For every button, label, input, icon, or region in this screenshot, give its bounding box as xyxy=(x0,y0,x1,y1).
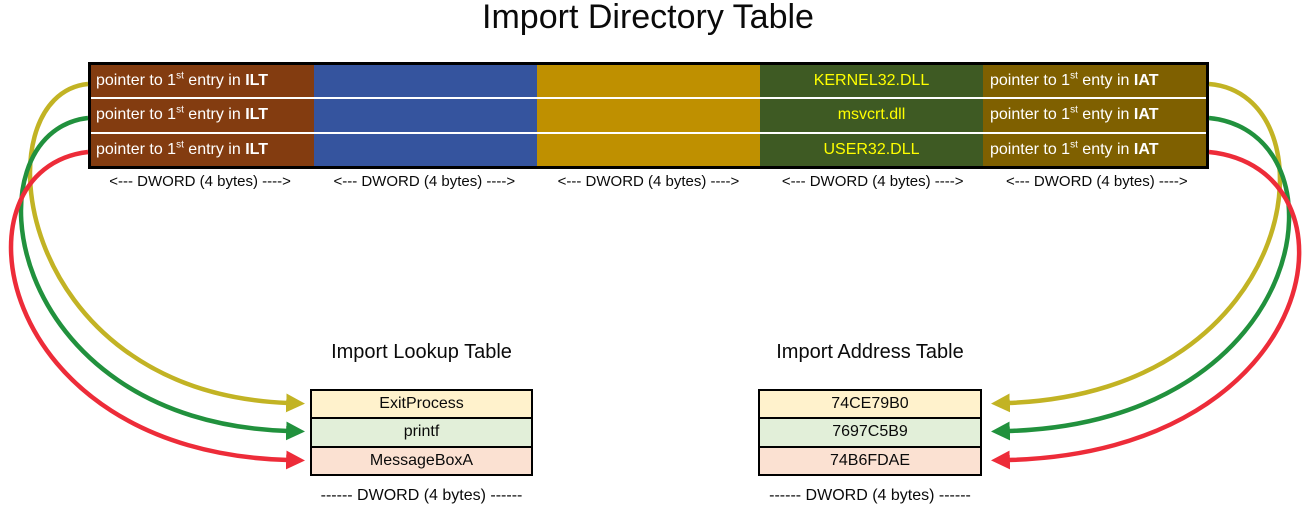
blue-field-cell xyxy=(314,65,537,98)
blue-field-cell xyxy=(314,133,537,166)
dll-name-cell: KERNEL32.DLL xyxy=(760,65,983,98)
idt-row-msvcrt: pointer to 1st entry in ILT msvcrt.dll p… xyxy=(91,97,1206,132)
iat-pointer-cell: pointer to 1st enty in IAT xyxy=(983,65,1206,98)
import-lookup-table: ExitProcess printf MessageBoxA xyxy=(310,389,533,476)
ilt-row-messageboxa: MessageBoxA xyxy=(312,445,531,474)
dword-scale-label: <--- DWORD (4 bytes) ----> xyxy=(109,173,291,190)
import-address-table: 74CE79B0 7697C5B9 74B6FDAE xyxy=(758,389,982,476)
ilt-dword-label: ------ DWORD (4 bytes) ------ xyxy=(320,487,523,504)
iat-row-1: 74CE79B0 xyxy=(760,391,980,418)
ilt-pointer-cell: pointer to 1st entry in ILT xyxy=(91,99,314,132)
ilt-title: Import Lookup Table xyxy=(331,341,512,363)
dword-scale-label: <--- DWORD (4 bytes) ----> xyxy=(333,173,516,190)
dll-name-cell: msvcrt.dll xyxy=(760,99,983,132)
dword-scale: <--- DWORD (4 bytes) ----> <--- DWORD (4… xyxy=(88,173,1209,190)
red-arrow-right-icon xyxy=(990,149,1302,470)
page-title: Import Directory Table xyxy=(482,0,814,36)
ilt-pointer-cell: pointer to 1st entry in ILT xyxy=(91,65,314,98)
iat-dword-label: ------ DWORD (4 bytes) ------ xyxy=(769,487,971,504)
iat-row-3: 74B6FDAE xyxy=(760,445,980,474)
red-arrow-left-icon xyxy=(8,149,306,470)
blue-field-cell xyxy=(314,99,537,132)
dword-scale-label: <--- DWORD (4 bytes) ----> xyxy=(1006,173,1188,190)
idt-row-kernel32: pointer to 1st entry in ILT KERNEL32.DLL… xyxy=(91,65,1206,98)
ilt-row-printf: printf xyxy=(312,417,531,446)
iat-pointer-cell: pointer to 1st enty in IAT xyxy=(983,99,1206,132)
iat-pointer-cell: pointer to 1st enty in IAT xyxy=(983,133,1206,166)
gold-field-cell xyxy=(537,133,760,166)
idt-row-user32: pointer to 1st entry in ILT USER32.DLL p… xyxy=(91,131,1206,166)
iat-title: Import Address Table xyxy=(776,341,964,363)
ilt-pointer-cell: pointer to 1st entry in ILT xyxy=(91,133,314,166)
dword-scale-label: <--- DWORD (4 bytes) ----> xyxy=(557,173,740,190)
ilt-row-exitprocess: ExitProcess xyxy=(312,391,531,418)
dword-scale-label: <--- DWORD (4 bytes) ----> xyxy=(781,173,964,190)
import-directory-table: pointer to 1st entry in ILT KERNEL32.DLL… xyxy=(88,62,1209,169)
dll-name-cell: USER32.DLL xyxy=(760,133,983,166)
iat-row-2: 7697C5B9 xyxy=(760,417,980,446)
gold-field-cell xyxy=(537,65,760,98)
gold-field-cell xyxy=(537,99,760,132)
